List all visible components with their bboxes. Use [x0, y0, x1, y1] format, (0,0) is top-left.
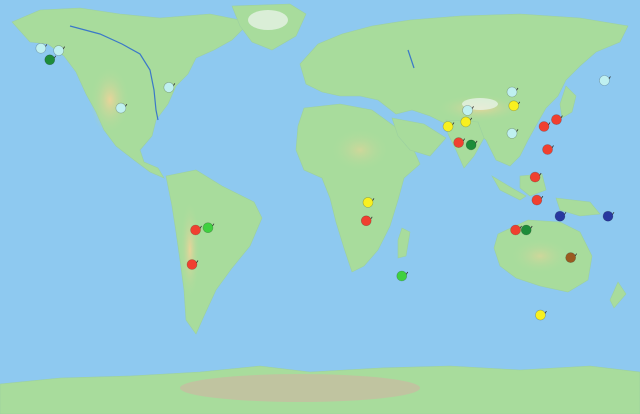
pin-head[interactable]	[53, 45, 64, 56]
map-pin-central-asia[interactable]	[462, 105, 474, 116]
north-america	[11, 7, 251, 179]
pin-head[interactable]	[190, 224, 201, 236]
pin-head[interactable]	[202, 222, 214, 233]
pin-head[interactable]	[510, 224, 521, 236]
map-pin-tibet-yellow[interactable]	[460, 116, 473, 128]
pin-head[interactable]	[442, 121, 454, 132]
map-pin-himalaya-green[interactable]	[465, 139, 478, 151]
japan-island	[559, 85, 577, 119]
pin-head[interactable]	[186, 259, 198, 270]
map-pin-borneo[interactable]	[520, 224, 533, 236]
map-pin-new-guinea[interactable]	[565, 252, 577, 263]
map-pin-micronesia-1[interactable]	[554, 210, 567, 222]
map-pin-vietnam[interactable]	[529, 171, 542, 183]
pin-head[interactable]	[529, 171, 541, 183]
pin-head[interactable]	[506, 86, 518, 98]
india	[445, 119, 485, 169]
pin-head[interactable]	[599, 75, 610, 86]
pin-head[interactable]	[115, 102, 127, 114]
pin-head[interactable]	[360, 215, 372, 227]
madagascar-island	[397, 227, 411, 259]
map-pin-canada-east[interactable]	[163, 82, 176, 93]
pin-head[interactable]	[163, 82, 175, 93]
pin-head[interactable]	[535, 309, 546, 321]
pin-head[interactable]	[35, 42, 47, 54]
map-pin-sumatra[interactable]	[510, 224, 522, 236]
map-pin-korea-2[interactable]	[551, 114, 563, 125]
pin-head[interactable]	[44, 54, 56, 66]
sumatra-island	[491, 175, 527, 201]
arabia	[391, 117, 447, 157]
pin-head[interactable]	[465, 139, 477, 151]
pin-head[interactable]	[460, 116, 472, 128]
pin-head[interactable]	[396, 270, 408, 282]
map-pin-mongolia-1[interactable]	[506, 86, 519, 98]
map-pin-mongolia-2[interactable]	[508, 100, 521, 112]
eurasia	[299, 13, 629, 167]
rivers	[69, 25, 415, 121]
map-pin-afghanistan[interactable]	[442, 121, 455, 132]
new-guinea-island	[555, 197, 601, 217]
pin-head[interactable]	[453, 137, 464, 148]
map-pin-philippines[interactable]	[531, 194, 544, 206]
map-pin-tibet-red[interactable]	[453, 137, 465, 148]
pin-head[interactable]	[538, 121, 550, 132]
map-pin-australia[interactable]	[535, 309, 547, 321]
map-pin-micronesia-2[interactable]	[602, 210, 615, 222]
pin-head[interactable]	[362, 197, 374, 208]
pin-head[interactable]	[542, 144, 553, 155]
map-pin-usa-west[interactable]	[115, 102, 128, 114]
map-pin-alaska-1[interactable]	[35, 42, 48, 54]
pin-head[interactable]	[565, 252, 576, 263]
pin-head[interactable]	[508, 100, 520, 112]
pin-head[interactable]	[531, 194, 543, 206]
new-zealand-island	[609, 281, 627, 309]
map-pin-amazon-red[interactable]	[190, 224, 202, 236]
map-pin-amazon-green[interactable]	[202, 222, 215, 233]
pin-head[interactable]	[551, 114, 562, 125]
map-pin-alaska-3[interactable]	[44, 54, 57, 66]
pin-head[interactable]	[506, 128, 518, 139]
map-pin-siberia-east[interactable]	[599, 75, 611, 86]
pin-head[interactable]	[602, 210, 614, 222]
map-pin-alaska-2[interactable]	[53, 45, 65, 56]
map-pin-congo-yellow[interactable]	[362, 197, 375, 208]
pin-head[interactable]	[520, 224, 532, 236]
marker-layer	[35, 42, 615, 321]
map-pin-china-south[interactable]	[506, 128, 519, 139]
map-pin-peru-coast[interactable]	[186, 259, 199, 270]
pin-head[interactable]	[462, 105, 473, 116]
map-pin-korea-1[interactable]	[538, 121, 551, 132]
map-pin-madagascar[interactable]	[396, 270, 409, 282]
map-pin-congo-red[interactable]	[360, 215, 373, 227]
map-pin-taiwan[interactable]	[542, 144, 554, 155]
pin-head[interactable]	[554, 210, 566, 222]
